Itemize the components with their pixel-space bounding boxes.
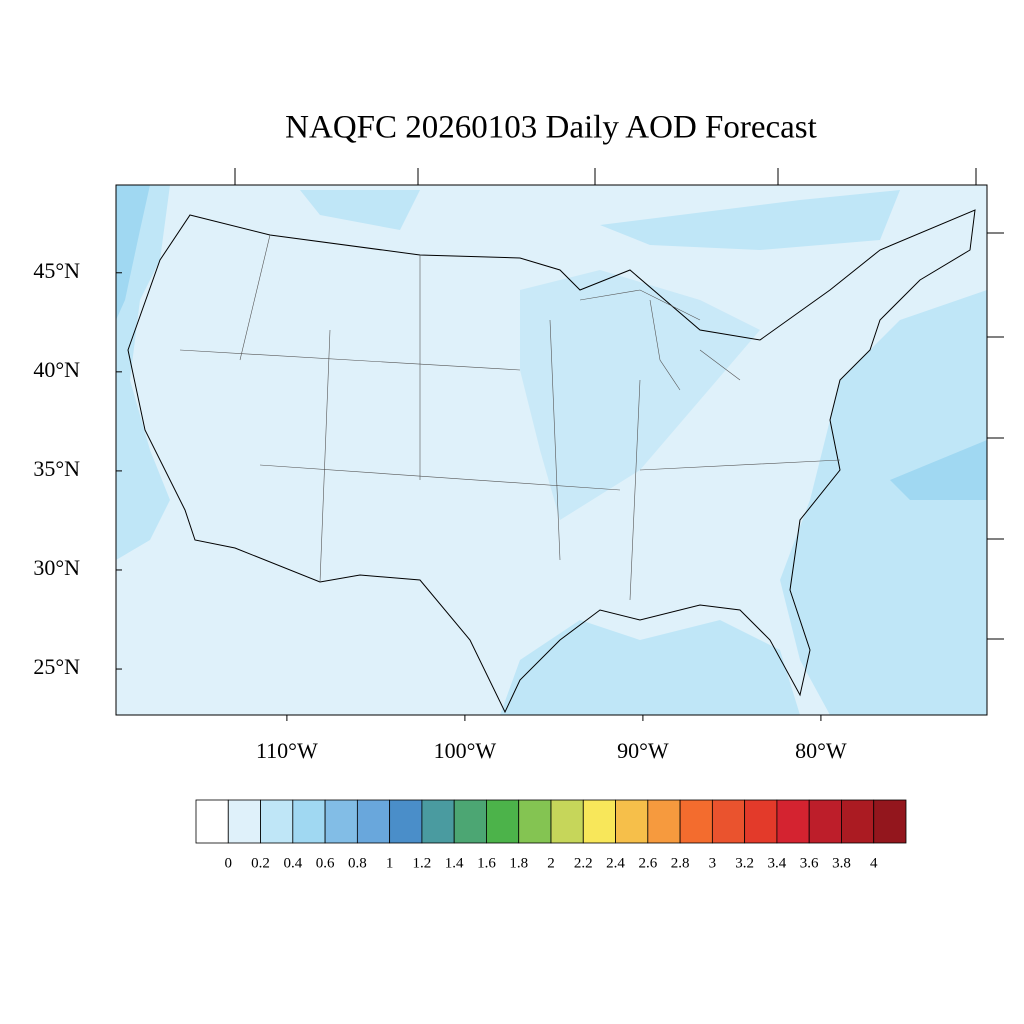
shading-west-dark xyxy=(116,185,150,320)
frame-ticks xyxy=(234,168,1004,640)
map-frame xyxy=(115,184,988,716)
colorbar-label: 0.8 xyxy=(348,855,367,871)
colorbar-label: 0.2 xyxy=(251,855,270,871)
colorbar-label: 1.8 xyxy=(509,855,528,871)
colorbar-box xyxy=(582,799,616,844)
colorbar-label: 0 xyxy=(225,855,233,871)
lat-label: 30°N xyxy=(33,555,80,580)
colorbar-box xyxy=(550,799,584,844)
colorbar-label: 4 xyxy=(870,855,878,871)
colorbar-label: 1.6 xyxy=(477,855,496,871)
colorbar-box xyxy=(873,799,907,844)
lon-label: 80°W xyxy=(795,738,847,763)
colorbar-box xyxy=(292,799,326,844)
colorbar-label: 2.8 xyxy=(671,855,690,871)
colorbar-box xyxy=(679,799,713,844)
colorbar-box xyxy=(195,799,229,844)
colorbar-box xyxy=(841,799,875,844)
colorbar-box xyxy=(421,799,455,844)
shading-atlantic-dark xyxy=(890,440,987,500)
colorbar-label: 3.4 xyxy=(768,855,787,871)
colorbar-box xyxy=(776,799,810,844)
colorbar-box xyxy=(744,799,778,844)
map-area xyxy=(115,168,1004,716)
state-lines xyxy=(179,234,841,601)
lon-label: 100°W xyxy=(434,738,497,763)
shading-north xyxy=(300,190,900,250)
shading-gulf xyxy=(500,620,800,715)
colorbar-label: 3.2 xyxy=(735,855,754,871)
colorbar-label: 0.4 xyxy=(283,855,302,871)
colorbar-label: 0.6 xyxy=(316,855,335,871)
colorbar-label: 2.4 xyxy=(606,855,625,871)
lat-label: 45°N xyxy=(33,258,80,283)
colorbar-label: 2.6 xyxy=(638,855,657,871)
colorbar-box xyxy=(453,799,487,844)
colorbar-label: 1 xyxy=(386,855,394,871)
colorbar-label: 3 xyxy=(709,855,717,871)
colorbar-label: 3.6 xyxy=(800,855,819,871)
colorbar-box xyxy=(615,799,649,844)
lat-label: 35°N xyxy=(33,456,80,481)
map-title: NAQFC 20260103 Daily AOD Forecast xyxy=(285,110,817,146)
us-outline xyxy=(127,209,976,714)
colorbar-box xyxy=(227,799,261,844)
colorbar-label: 1.2 xyxy=(413,855,432,871)
colorbar-box xyxy=(808,799,842,844)
colorbar-box xyxy=(356,799,391,844)
lon-label: 90°W xyxy=(617,738,669,763)
lat-label: 25°N xyxy=(33,654,80,679)
colorbar-label: 1.4 xyxy=(445,855,464,871)
shading-midwest xyxy=(520,270,760,520)
colorbar-label: 2 xyxy=(547,855,555,871)
lat-label: 40°N xyxy=(33,357,80,382)
colorbar-box xyxy=(324,799,358,844)
shading-atlantic xyxy=(780,290,987,715)
colorbar-box xyxy=(486,799,520,844)
colorbar-box xyxy=(389,799,423,844)
colorbar-box xyxy=(711,799,746,844)
colorbar-label: 3.8 xyxy=(832,855,851,871)
colorbar-box xyxy=(518,799,552,844)
colorbar-box xyxy=(647,799,681,844)
colorbar-label: 2.2 xyxy=(574,855,593,871)
lon-label: 110°W xyxy=(256,738,318,763)
colorbar-box xyxy=(260,799,294,844)
